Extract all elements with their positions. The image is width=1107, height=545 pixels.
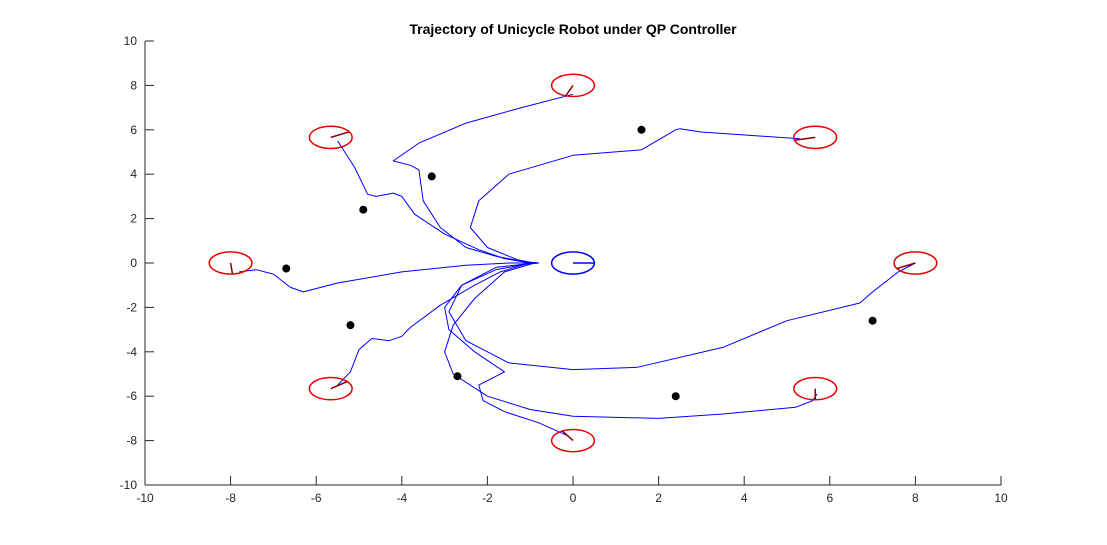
y-tick-label: 0: [130, 256, 137, 270]
x-tick-label: 6: [826, 491, 833, 505]
trajectory-line: [392, 93, 574, 264]
robot-heading: [330, 131, 350, 139]
start-robot: [793, 125, 838, 150]
robot-heading: [565, 84, 574, 97]
trajectory-line: [239, 262, 539, 293]
obstacle-point: [282, 264, 291, 273]
obstacle-point: [359, 205, 368, 214]
x-tick-label: -10: [136, 491, 154, 505]
y-tick-label: -6: [126, 389, 137, 403]
obstacle-point: [346, 321, 355, 330]
obstacle-point: [671, 392, 680, 401]
start-robot: [308, 376, 353, 401]
start-robot: [308, 125, 353, 150]
y-tick-label: -2: [126, 300, 137, 314]
x-tick-label: 4: [741, 491, 748, 505]
obstacle-point: [427, 172, 436, 181]
robot-heading: [794, 136, 816, 141]
start-robot: [893, 251, 938, 275]
obstacle-point: [637, 125, 646, 134]
chart-title: Trajectory of Unicycle Robot under QP Co…: [409, 21, 737, 37]
robot-heading: [561, 430, 574, 442]
y-tick-label: -10: [120, 478, 138, 492]
start-robot: [550, 428, 596, 453]
robot-heading: [330, 380, 348, 390]
y-tick-label: 2: [130, 212, 137, 226]
y-tick-label: 8: [130, 78, 137, 92]
x-tick-label: 0: [570, 491, 577, 505]
start-robot: [550, 73, 596, 98]
trajectory-line: [337, 140, 539, 264]
x-tick-label: 8: [912, 491, 919, 505]
y-tick-label: -4: [126, 345, 137, 359]
x-tick-label: 10: [994, 491, 1008, 505]
trajectory-line: [444, 262, 818, 419]
trajectory-line: [444, 262, 569, 437]
x-tick-label: 2: [655, 491, 662, 505]
x-tick-label: -8: [225, 491, 236, 505]
y-tick-label: -8: [126, 434, 137, 448]
y-tick-label: 10: [124, 34, 138, 48]
robot-heading: [229, 262, 234, 275]
y-tick-label: 4: [130, 167, 137, 181]
trajectories: [239, 93, 916, 437]
obstacle-point: [868, 316, 877, 325]
trajectory-line: [337, 262, 539, 386]
robots: [208, 73, 938, 453]
trajectory-line: [448, 262, 916, 371]
obstacle-point: [453, 372, 462, 381]
x-tick-label: -2: [482, 491, 493, 505]
start-robot: [208, 251, 253, 275]
obstacles: [282, 125, 877, 401]
trajectory-line: [469, 128, 800, 264]
x-tick-label: -6: [311, 491, 322, 505]
robot-heading: [896, 262, 916, 270]
x-tick-label: -4: [396, 491, 407, 505]
y-tick-label: 6: [130, 123, 137, 137]
axes: -10 -8 -6 -4 -2 0 2 4 6 8 10 -10 -8 -6 -4 -2 0 2 4 6 8 10: [120, 34, 1008, 505]
